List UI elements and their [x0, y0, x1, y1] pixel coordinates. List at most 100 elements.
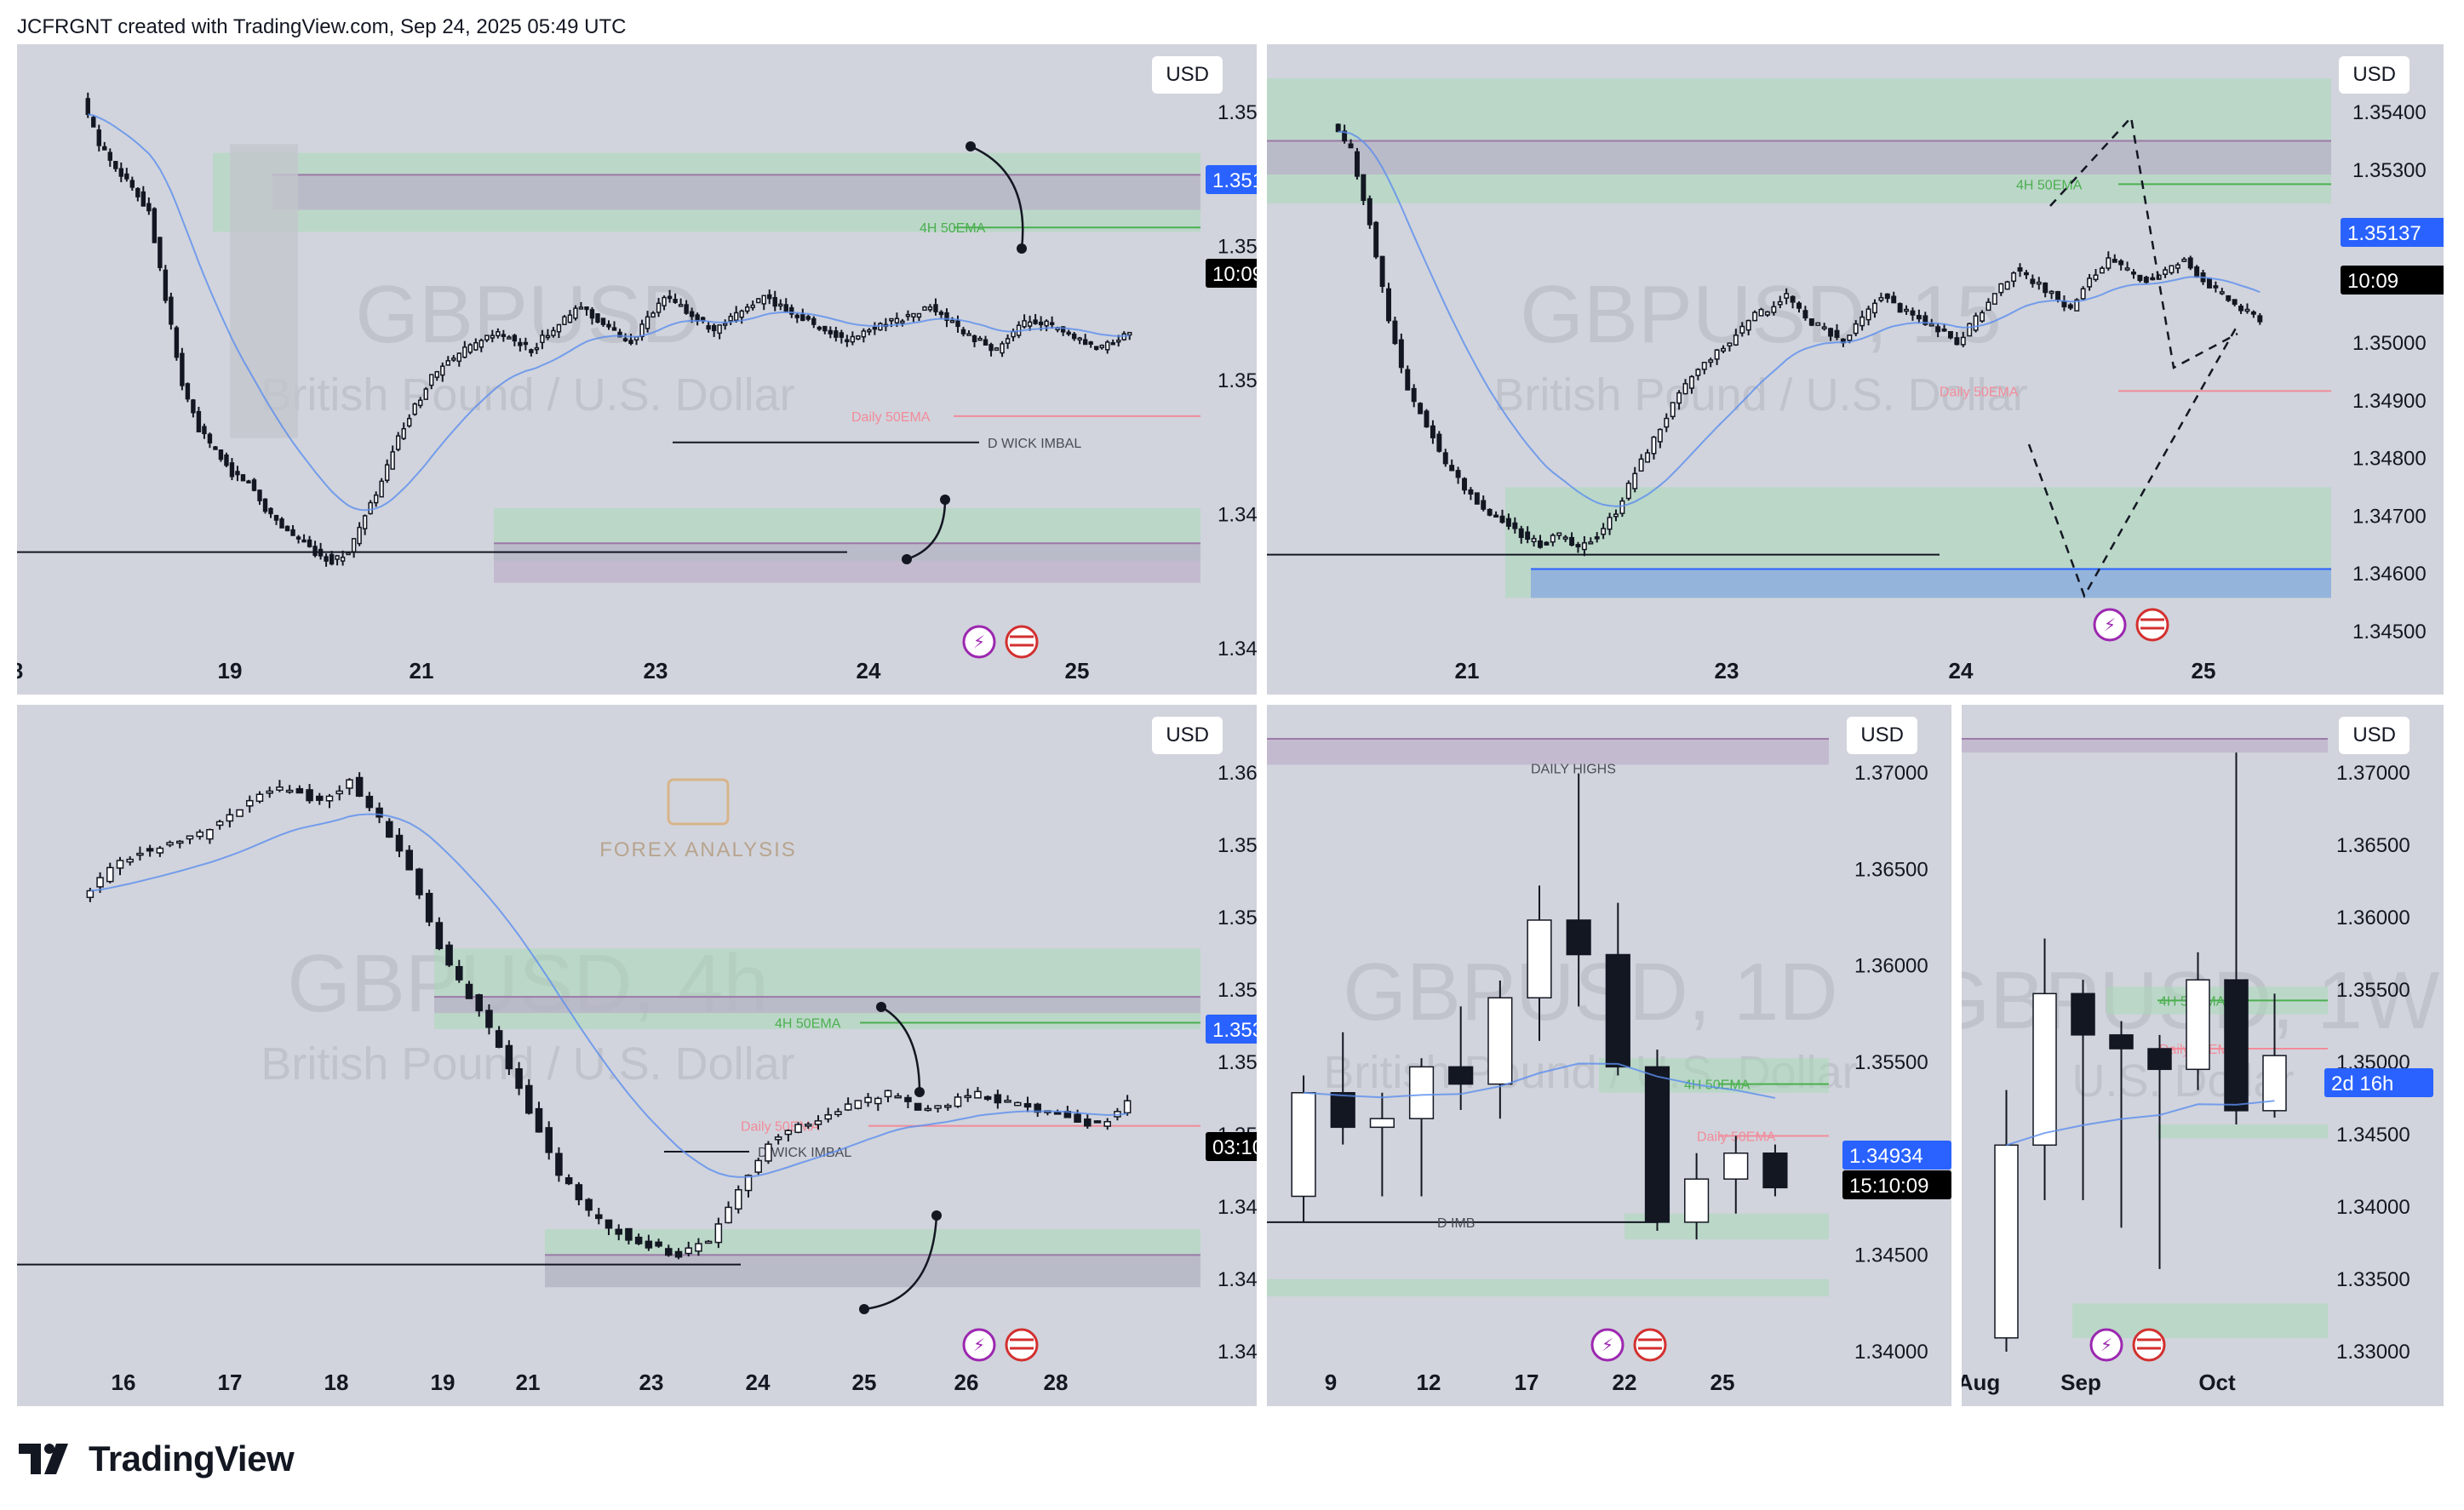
candle-body: [1998, 283, 2004, 294]
forex-logo-text: FOREX ANALYSIS: [599, 838, 797, 861]
currency-label[interactable]: USD: [1152, 56, 1223, 94]
candle-body: [1721, 347, 1726, 352]
candle-body: [573, 307, 578, 319]
candle-body: [1392, 320, 1398, 345]
candle-body: [1084, 1118, 1092, 1127]
candle-body: [229, 462, 235, 478]
chart-panel-p2[interactable]: GBPUSD, 15 British Pound / U.S. Dollar 4H …: [1267, 44, 2444, 695]
candle-body: [1373, 221, 1379, 258]
level-label: D WICK IMBAL: [758, 1146, 851, 1160]
level-label: 4H 50EMA: [775, 1016, 841, 1031]
candle-body: [174, 327, 180, 358]
candle-body: [284, 525, 290, 532]
candle-body: [689, 311, 695, 317]
candle-body: [600, 317, 606, 325]
currency-label[interactable]: USD: [1152, 717, 1223, 754]
candle-body: [456, 352, 461, 363]
lightning-glyph: ⚡: [1602, 1335, 1613, 1355]
candle-body: [1354, 151, 1360, 177]
candle-body: [615, 1228, 622, 1235]
candle-body: [645, 316, 650, 329]
candle-body: [634, 1236, 643, 1244]
x-tick-label: 21: [1455, 658, 1480, 684]
countdown-label: 03:10:09: [1212, 1136, 1257, 1159]
candle-body: [158, 237, 163, 268]
candle-body: [501, 334, 507, 337]
y-tick-label: 1.34000: [1854, 1341, 1928, 1364]
candle-body: [329, 553, 335, 565]
candle-body: [2061, 300, 2067, 308]
candle-body: [1562, 536, 1568, 540]
y-tick-label: 1.33000: [2336, 1341, 2410, 1364]
x-tick-label: 19: [218, 658, 243, 684]
candle-body: [1335, 123, 1341, 133]
candle-body: [1644, 1066, 1670, 1223]
lightning-event-icon: [962, 1328, 996, 1362]
candle-body: [1815, 322, 1821, 326]
candle-body: [1348, 143, 1354, 149]
candle-body: [824, 1113, 832, 1120]
candle-body: [2032, 992, 2057, 1147]
candle-body: [1657, 428, 1663, 443]
chart-svg-p1[interactable]: GBPUSD British Pound / U.S. Dollar 4H 50EM…: [17, 44, 1257, 695]
candle-body: [135, 187, 140, 197]
y-tick-label: 1.34700: [2352, 505, 2427, 528]
candle-body: [2226, 295, 2232, 301]
candle-body: [2004, 281, 2010, 290]
currency-label[interactable]: USD: [2339, 56, 2410, 94]
candle-body: [988, 344, 994, 352]
candle-body: [728, 315, 733, 322]
candle-body: [2147, 1048, 2172, 1071]
chart-attribution: JCFRGNT created with TradingView.com, Se…: [17, 15, 627, 38]
us-flag-event-icon: [2132, 1328, 2166, 1362]
y-tick-label: 1.35000: [1218, 369, 1257, 392]
countdown-badge: [1206, 1132, 1257, 1161]
tradingview-logo-icon: [19, 1444, 68, 1474]
currency-label[interactable]: USD: [2339, 717, 2410, 754]
x-tick-label: 19: [431, 1370, 456, 1395]
candle-body: [335, 790, 343, 795]
candle-body: [340, 557, 346, 562]
candle-body: [2109, 1034, 2134, 1050]
chart-panel-p3[interactable]: GBPUSD, 4hBritish Pound / U.S. DollarFOR…: [17, 705, 1257, 1406]
candle-body: [475, 994, 483, 1012]
candle-body: [2049, 290, 2054, 295]
candle-body: [507, 336, 512, 340]
candle-body: [905, 313, 911, 317]
candle-body: [1071, 333, 1077, 340]
y-tick-label: 1.35200: [1218, 236, 1257, 259]
candle-body: [2163, 269, 2169, 275]
last-price-badge: [1842, 1141, 1951, 1170]
candle-body: [1474, 492, 1480, 505]
chart-panel-p1[interactable]: GBPUSD British Pound / U.S. Dollar 4H 50EM…: [17, 44, 1257, 695]
chart-panel-p4[interactable]: GBPUSD, 1D British Pound / U.S. Dollar 4H …: [1267, 705, 1951, 1406]
lightning-glyph: ⚡: [973, 1335, 985, 1355]
candle-body: [1828, 328, 1834, 337]
watermark-name: British Pound / U.S. Dollar: [261, 369, 794, 420]
candle-body: [839, 332, 845, 338]
candle-body: [418, 399, 423, 407]
candle-body: [295, 536, 301, 540]
candle-body: [884, 1090, 892, 1098]
candle-body: [828, 329, 834, 335]
currency-label[interactable]: USD: [1847, 717, 1917, 754]
y-tick-label: 1.35500: [1854, 1051, 1928, 1074]
candle-body: [1802, 310, 1808, 319]
candle-body: [1000, 343, 1005, 354]
candle-body: [1954, 337, 1960, 346]
candle-body: [1449, 465, 1455, 472]
candle-body: [152, 208, 158, 243]
candle-body: [1684, 1178, 1710, 1223]
candle-body: [1487, 508, 1493, 516]
x-tick-label: 23: [639, 1370, 664, 1395]
candle-body: [611, 327, 617, 331]
candle-body: [834, 330, 839, 338]
chart-svg-p3[interactable]: GBPUSD, 4hBritish Pound / U.S. DollarFOR…: [17, 705, 1257, 1406]
y-tick-label: 1.34500: [2352, 621, 2427, 643]
candle-body: [934, 1105, 942, 1109]
candle-body: [116, 860, 124, 869]
